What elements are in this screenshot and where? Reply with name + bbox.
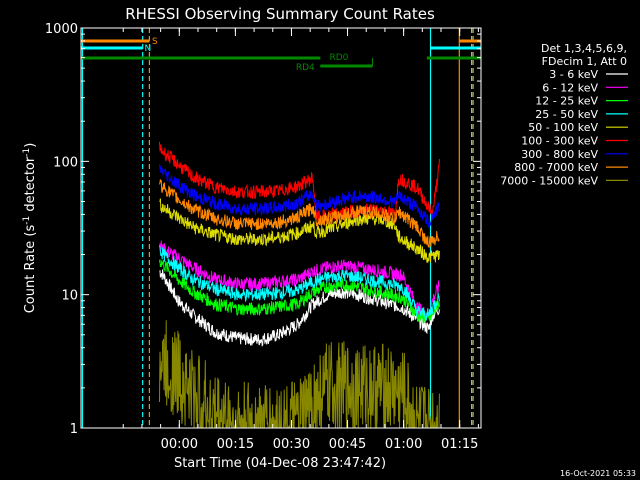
y-axis-label: Count Rate (s-1 detector-1) — [22, 143, 38, 314]
legend-label: 7000 - 15000 keV — [500, 174, 598, 187]
x-tick-label: 01:15 — [441, 437, 478, 452]
flag-label: RD0 — [329, 53, 348, 63]
y-tick-label: 100 — [53, 155, 78, 170]
legend: Det 1,3,4,5,6,9,FDecim 1, Att 03 - 6 keV… — [500, 42, 628, 187]
legend-label: 100 - 300 keV — [521, 135, 598, 148]
series-line-4 — [159, 198, 440, 263]
legend-label: 12 - 25 keV — [535, 95, 598, 108]
plot-frame — [80, 27, 482, 429]
series-line-6 — [159, 163, 440, 228]
series-line-1 — [159, 240, 440, 320]
legend-header: FDecim 1, Att 0 — [542, 55, 627, 68]
flag-label: S — [152, 37, 158, 47]
series-line-5 — [159, 141, 440, 224]
y-tick-label: 1000 — [45, 22, 78, 37]
legend-label: 800 - 7000 keV — [514, 161, 598, 174]
legend-label: 3 - 6 keV — [549, 68, 598, 81]
series-line-8 — [159, 320, 440, 428]
series-line-7 — [159, 179, 440, 248]
generated-timestamp: 16-Oct-2021 05:33 — [560, 469, 636, 478]
series-line-3 — [159, 245, 440, 322]
x-axis-label: Start Time (04-Dec-08 23:47:42) — [174, 456, 386, 471]
x-tick-label: 01:00 — [385, 437, 422, 452]
y-tick-label: 1 — [70, 422, 78, 437]
series-line-2 — [159, 259, 440, 324]
legend-header: Det 1,3,4,5,6,9, — [541, 42, 627, 55]
chart-title: RHESSI Observing Summary Count Rates — [125, 5, 435, 23]
y-tick-label: 10 — [61, 289, 78, 304]
x-tick-label: 00:15 — [217, 437, 254, 452]
flag-label: RD4 — [296, 63, 315, 73]
x-tick-label: 00:45 — [329, 437, 366, 452]
legend-label: 25 - 50 keV — [535, 108, 598, 121]
legend-label: 50 - 100 keV — [528, 121, 598, 134]
legend-label: 6 - 12 keV — [542, 81, 598, 94]
x-tick-label: 00:00 — [161, 437, 198, 452]
legend-label: 300 - 800 keV — [521, 148, 598, 161]
flag-label: N — [145, 44, 152, 54]
x-tick-label: 00:30 — [273, 437, 310, 452]
